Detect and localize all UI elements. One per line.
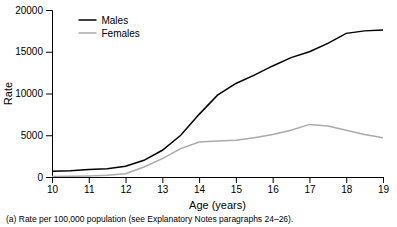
x-tick-label: 16 [268, 184, 280, 195]
x-tick-mark [273, 177, 274, 183]
x-tick: 18 [341, 177, 353, 195]
y-tick: 5000 [21, 130, 52, 141]
x-tick-label: 19 [378, 184, 390, 195]
x-tick-label: 10 [47, 184, 59, 195]
x-axis-line [53, 178, 384, 184]
x-tick-mark [346, 177, 347, 183]
x-tick: 10 [47, 177, 59, 195]
lines [52, 30, 383, 177]
y-tick-label: 20000 [15, 5, 43, 16]
series-line [52, 124, 383, 176]
y-tick-mark [46, 135, 52, 136]
y-axis-title: Rate [2, 82, 14, 105]
y-axis-line [46, 11, 53, 178]
x-axis-title: Age (years) [189, 199, 246, 211]
x-tick-label: 15 [231, 184, 243, 195]
x-axis: 10 11 12 13 14 15 16 17 18 19 [47, 177, 390, 195]
x-tick-mark [162, 177, 163, 183]
x-tick-mark [236, 177, 237, 183]
y-tick: 10000 [15, 88, 52, 99]
chart: 10 11 12 13 14 15 16 17 18 19 0 5000 10000 15000 20000… [0, 0, 397, 227]
y-tick: 20000 [15, 5, 52, 16]
y-tick-label: 0 [37, 172, 43, 183]
legend-swatch [78, 19, 96, 21]
x-tick-label: 14 [194, 184, 206, 195]
y-tick-label: 5000 [21, 130, 44, 141]
x-tick-label: 13 [157, 184, 169, 195]
y-axis: 0 5000 10000 15000 20000 [15, 5, 52, 183]
y-tick-label: 15000 [15, 46, 43, 57]
legend-item: Males [78, 15, 128, 26]
series-line [52, 30, 383, 171]
y-tick-mark [46, 52, 52, 53]
legend-item: Females [78, 28, 139, 39]
x-tick-label: 11 [84, 184, 95, 195]
legend-label: Females [101, 28, 139, 39]
x-tick-mark [89, 177, 90, 183]
x-tick-mark [309, 177, 310, 183]
legend-label: Males [101, 15, 128, 26]
x-tick: 14 [194, 177, 206, 195]
x-tick: 12 [120, 177, 132, 195]
x-tick-label: 12 [120, 184, 132, 195]
y-tick-mark [46, 10, 52, 11]
x-tick: 17 [304, 177, 316, 195]
plot-area: 10 11 12 13 14 15 16 17 18 19 0 5000 10000 15000 20000… [15, 5, 389, 195]
x-tick-label: 18 [341, 184, 353, 195]
x-tick: 13 [157, 177, 169, 195]
x-tick: 15 [231, 177, 243, 195]
x-tick: 16 [268, 177, 280, 195]
legend: Males Females [78, 15, 139, 39]
x-tick-mark [199, 177, 200, 183]
y-tick-mark [46, 177, 52, 178]
y-tick-mark [46, 94, 52, 95]
x-tick-label: 17 [304, 184, 316, 195]
legend-swatch [78, 32, 96, 34]
x-tick-mark [383, 177, 384, 183]
x-tick: 19 [378, 177, 390, 195]
y-tick: 0 [37, 172, 52, 183]
x-tick: 11 [84, 177, 95, 195]
y-tick-label: 10000 [15, 88, 43, 99]
x-tick-mark [126, 177, 127, 183]
footnote: (a) Rate per 100,000 population (see Exp… [6, 214, 293, 224]
y-tick: 15000 [15, 46, 52, 57]
